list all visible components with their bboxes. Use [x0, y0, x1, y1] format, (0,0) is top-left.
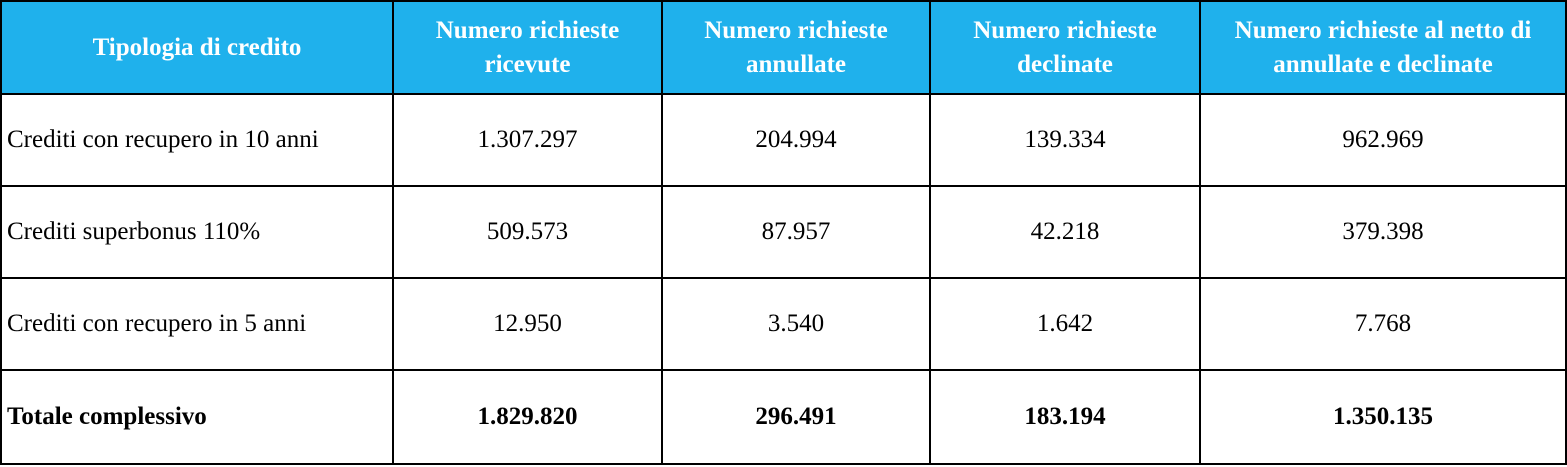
cell-ricevute: 12.950: [392, 277, 663, 371]
header-row: Tipologia di credito Numero richieste ri…: [0, 0, 1567, 95]
total-row: Totale complessivo 1.829.820 296.491 183…: [0, 369, 1567, 465]
row-label: Crediti con recupero in 10 anni: [0, 93, 394, 187]
header-annullate: Numero richieste annullate: [661, 0, 931, 95]
cell-declinate: 42.218: [929, 185, 1201, 279]
total-declinate: 183.194: [929, 369, 1201, 465]
header-ricevute: Numero richieste ricevute: [392, 0, 663, 95]
header-declinate: Numero richieste declinate: [929, 0, 1201, 95]
total-label: Totale complessivo: [0, 369, 394, 465]
header-tipologia: Tipologia di credito: [0, 0, 394, 95]
cell-netto: 379.398: [1199, 185, 1567, 279]
header-netto: Numero richieste al netto di annullate e…: [1199, 0, 1567, 95]
cell-ricevute: 1.307.297: [392, 93, 663, 187]
table-row: Crediti con recupero in 5 anni 12.950 3.…: [0, 277, 1567, 371]
total-annullate: 296.491: [661, 369, 931, 465]
cell-netto: 962.969: [1199, 93, 1567, 187]
row-label: Crediti superbonus 110%: [0, 185, 394, 279]
total-ricevute: 1.829.820: [392, 369, 663, 465]
table-row: Crediti superbonus 110% 509.573 87.957 4…: [0, 185, 1567, 279]
table-row: Crediti con recupero in 10 anni 1.307.29…: [0, 93, 1567, 187]
total-netto: 1.350.135: [1199, 369, 1567, 465]
row-label: Crediti con recupero in 5 anni: [0, 277, 394, 371]
cell-declinate: 139.334: [929, 93, 1201, 187]
cell-annullate: 204.994: [661, 93, 931, 187]
cell-annullate: 3.540: [661, 277, 931, 371]
cell-netto: 7.768: [1199, 277, 1567, 371]
table-header: Tipologia di credito Numero richieste ri…: [0, 0, 1567, 95]
table-body: Crediti con recupero in 10 anni 1.307.29…: [0, 93, 1567, 465]
cell-annullate: 87.957: [661, 185, 931, 279]
cell-declinate: 1.642: [929, 277, 1201, 371]
cell-ricevute: 509.573: [392, 185, 663, 279]
